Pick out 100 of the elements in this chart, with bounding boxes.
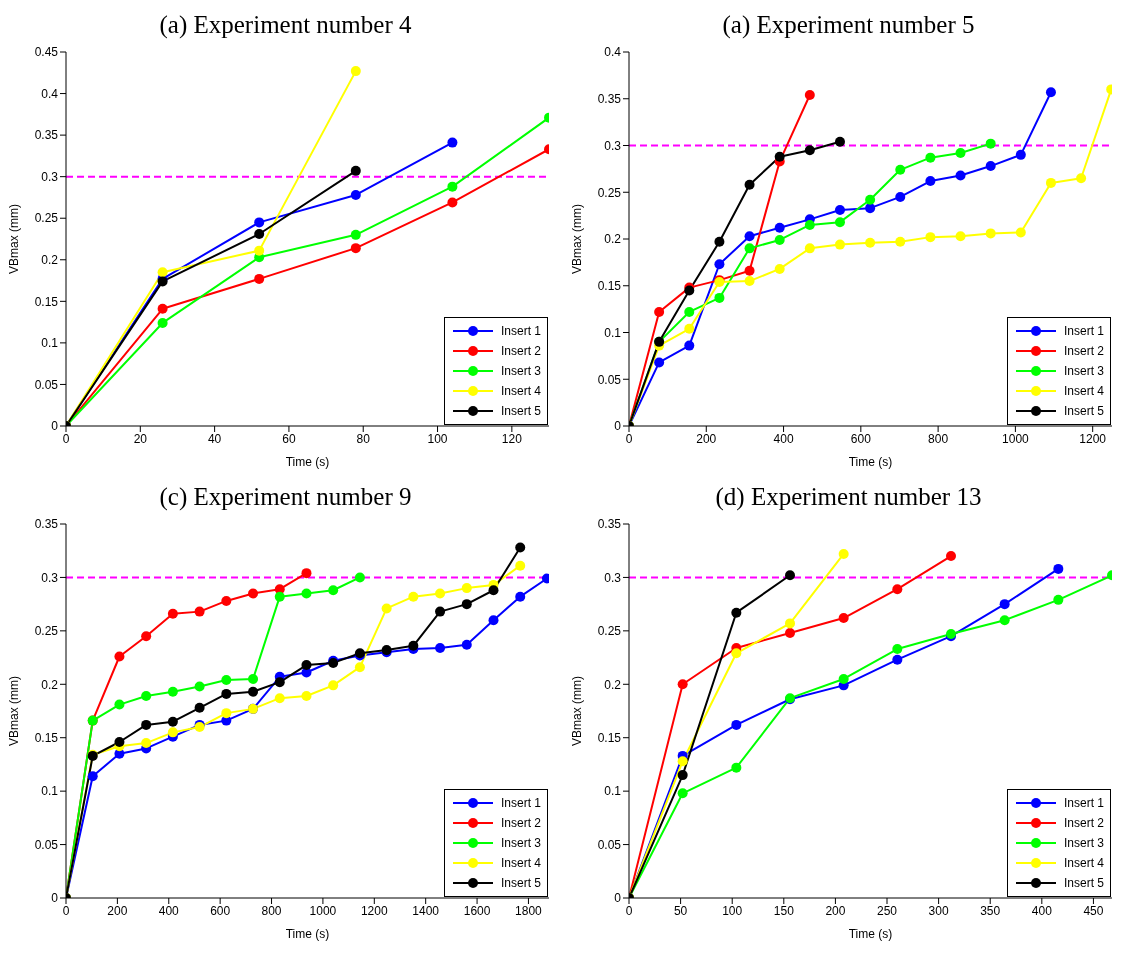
legend-label: Insert 3 <box>500 364 541 378</box>
chart-title: (a) Experiment number 5 <box>721 10 976 41</box>
legend-label: Insert 2 <box>1063 344 1104 358</box>
legend-label: Insert 5 <box>500 404 541 418</box>
x-tick-label: 150 <box>773 903 795 918</box>
y-tick-label: 0.05 <box>597 837 622 852</box>
y-tick-label: 0.25 <box>34 624 59 639</box>
y-tick-label: 0.2 <box>41 253 59 268</box>
y-tick-label: 0.35 <box>597 92 622 107</box>
y-tick-label: 0.2 <box>604 232 622 247</box>
chart-title: (a) Experiment number 4 <box>158 10 413 41</box>
legend-label: Insert 1 <box>1063 324 1104 338</box>
y-tick-label: 0.25 <box>597 185 622 200</box>
y-tick-label: 0.45 <box>34 45 59 60</box>
y-tick-label: 0.15 <box>597 279 622 294</box>
y-tick-label: 0.25 <box>597 624 622 639</box>
y-tick-label: 0.3 <box>604 138 622 153</box>
x-tick-label: 250 <box>877 903 898 918</box>
y-tick-label: 0.05 <box>34 837 59 852</box>
y-tick-label: 0.15 <box>597 730 622 745</box>
x-tick-label: 400 <box>1031 903 1053 918</box>
x-tick-label: 200 <box>825 903 846 918</box>
x-tick-label: 600 <box>210 903 231 918</box>
legend-label: Insert 5 <box>500 876 541 890</box>
x-tick-label: 350 <box>980 903 1001 918</box>
y-tick-label: 0.4 <box>604 45 622 60</box>
x-tick-label: 100 <box>722 903 743 918</box>
x-tick-label: 120 <box>501 431 523 446</box>
legend-label: Insert 3 <box>1063 364 1104 378</box>
y-tick-label: 0.1 <box>41 784 59 799</box>
legend-label: Insert 3 <box>1063 836 1104 850</box>
x-tick-label: 1400 <box>412 903 440 918</box>
legend-label: Insert 2 <box>500 344 541 358</box>
y-tick-label: 0.35 <box>34 128 59 143</box>
legend-label: Insert 1 <box>500 796 541 810</box>
x-tick-label: 100 <box>427 431 448 446</box>
legend-label: Insert 2 <box>1063 816 1104 830</box>
x-tick-label: 600 <box>850 431 872 446</box>
legend-label: Insert 5 <box>1063 404 1104 418</box>
x-tick-label: 400 <box>773 431 794 446</box>
x-tick-label: 1200 <box>360 903 388 918</box>
x-axis-title: Time (s) <box>285 455 330 469</box>
x-tick-label: 800 <box>261 903 282 918</box>
y-tick-label: 0.05 <box>34 377 59 392</box>
legend-label: Insert 5 <box>1063 876 1104 890</box>
x-tick-label: 80 <box>356 431 371 446</box>
y-tick-label: 0.2 <box>604 677 622 692</box>
x-tick-label: 0 <box>62 431 70 446</box>
x-tick-label: 300 <box>928 903 949 918</box>
legend-label: Insert 4 <box>1063 384 1104 398</box>
x-tick-label: 50 <box>673 903 688 918</box>
x-tick-label: 450 <box>1083 903 1104 918</box>
legend-label: Insert 1 <box>500 324 541 338</box>
y-tick-label: 0.35 <box>597 517 622 532</box>
x-tick-label: 0 <box>625 431 633 446</box>
y-tick-label: 0 <box>614 891 622 906</box>
x-tick-label: 400 <box>158 903 180 918</box>
chart-title: (c) Experiment number 9 <box>158 482 413 513</box>
y-axis-title: VBmax (mm) <box>7 204 22 274</box>
y-tick-label: 0 <box>51 891 59 906</box>
x-tick-label: 200 <box>696 431 717 446</box>
y-tick-label: 0.2 <box>41 677 59 692</box>
y-tick-label: 0 <box>51 419 59 434</box>
y-tick-label: 0.35 <box>34 517 59 532</box>
legend-label: Insert 1 <box>1063 796 1104 810</box>
x-tick-label: 0 <box>625 903 633 918</box>
x-tick-label: 200 <box>107 903 128 918</box>
y-tick-label: 0.1 <box>604 784 622 799</box>
legend-label: Insert 3 <box>500 836 541 850</box>
y-tick-label: 0.3 <box>604 570 622 585</box>
x-tick-label: 1200 <box>1079 431 1107 446</box>
legend-label: Insert 4 <box>500 856 541 870</box>
y-tick-label: 0.4 <box>41 86 59 101</box>
legend-label: Insert 4 <box>500 384 541 398</box>
y-tick-label: 0.3 <box>41 570 59 585</box>
y-tick-label: 0.05 <box>597 372 622 387</box>
y-tick-label: 0.15 <box>34 730 59 745</box>
x-tick-label: 20 <box>133 431 148 446</box>
x-tick-label: 40 <box>207 431 222 446</box>
x-axis-title: Time (s) <box>848 455 893 469</box>
x-tick-label: 60 <box>282 431 296 446</box>
x-axis-title: Time (s) <box>285 927 330 941</box>
y-tick-label: 0.15 <box>34 294 59 309</box>
x-tick-label: 0 <box>62 903 70 918</box>
x-tick-label: 1600 <box>463 903 491 918</box>
x-axis-title: Time (s) <box>848 927 893 941</box>
x-tick-label: 1000 <box>1002 431 1030 446</box>
x-tick-label: 800 <box>928 431 949 446</box>
y-tick-label: 0.3 <box>41 169 59 184</box>
legend-label: Insert 4 <box>1063 856 1104 870</box>
y-tick-label: 0.25 <box>34 211 59 226</box>
y-axis-title: VBmax (mm) <box>570 204 585 274</box>
y-axis-title: VBmax (mm) <box>570 676 585 746</box>
y-tick-label: 0.1 <box>604 325 622 340</box>
y-tick-label: 0 <box>614 419 622 434</box>
chart-title: (d) Experiment number 13 <box>714 482 983 513</box>
y-tick-label: 0.1 <box>41 336 59 351</box>
x-tick-label: 1800 <box>515 903 543 918</box>
y-axis-title: VBmax (mm) <box>7 676 22 746</box>
legend-label: Insert 2 <box>500 816 541 830</box>
